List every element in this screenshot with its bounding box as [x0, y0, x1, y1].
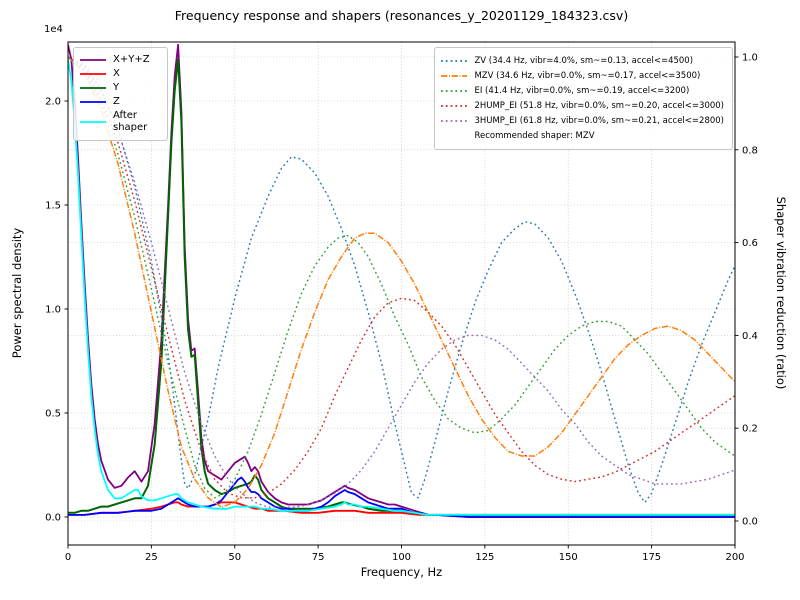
line-sample-y [80, 85, 106, 91]
series-x-y-z [68, 43, 735, 516]
legend-psd: X+Y+Z X Y Z After shaper [73, 47, 168, 141]
legend-item-z: Z [80, 96, 159, 108]
svg-text:1.0: 1.0 [45, 305, 61, 316]
legend-item-label: X+Y+Z [113, 54, 150, 65]
legend-item-label: Z [113, 96, 120, 107]
legend-item-label: 2HUMP_EI (51.8 Hz, vibr=0.0%, sm~=0.20, … [474, 101, 724, 111]
legend-item-after-shaper: After shaper [80, 110, 159, 134]
svg-text:0.2: 0.2 [742, 424, 758, 435]
svg-text:125: 125 [475, 552, 494, 563]
y-axis-multiplier: 1e4 [44, 24, 63, 35]
svg-text:0.0: 0.0 [742, 517, 758, 528]
legend-item-zv: ZV (34.4 Hz, vibr=4.0%, sm~=0.13, accel<… [441, 55, 724, 67]
legend-item-label: X [113, 68, 120, 79]
legend-item-x: X [80, 68, 159, 80]
legend-item-xyz: X+Y+Z [80, 54, 159, 66]
legend-item-2hump-ei: 2HUMP_EI (51.8 Hz, vibr=0.0%, sm~=0.20, … [441, 100, 724, 112]
legend-item-label: After shaper [113, 110, 148, 133]
line-sample-z [80, 99, 106, 105]
legend-item-ei: EI (41.4 Hz, vibr=0.0%, sm~=0.19, accel<… [441, 85, 724, 97]
svg-text:175: 175 [642, 552, 661, 563]
legend-shapers: ZV (34.4 Hz, vibr=4.0%, sm~=0.13, accel<… [434, 47, 733, 150]
line-sample-ei [441, 88, 468, 94]
line-sample-xyz [80, 57, 106, 63]
legend-item-y: Y [80, 82, 159, 94]
series-2hump-ei [68, 56, 735, 499]
recommended-shaper-note: Recommended shaper: MZV [474, 131, 595, 141]
legend-item-label: 3HUMP_EI (61.8 Hz, vibr=0.0%, sm~=0.21, … [474, 116, 724, 126]
series-y [68, 58, 735, 516]
svg-text:2.0: 2.0 [45, 97, 61, 108]
line-sample-3hump-ei [441, 118, 468, 124]
svg-text:0.5: 0.5 [45, 409, 61, 420]
line-sample-x [80, 71, 106, 77]
series-after-shaper [68, 59, 735, 516]
line-sample-mzv [441, 73, 468, 79]
line-sample-after-shaper [80, 119, 106, 125]
legend-item-label: EI (41.4 Hz, vibr=0.0%, sm~=0.19, accel<… [474, 86, 690, 96]
svg-text:100: 100 [392, 552, 411, 563]
series-zv [68, 56, 735, 504]
series-mzv [68, 56, 735, 508]
tick-labels: 0 25 50 75 100 125 150 175 200 0.0 0.5 1.0 1.5 2.0 0.0… [45, 53, 758, 564]
svg-text:0: 0 [65, 552, 71, 563]
svg-text:200: 200 [725, 552, 744, 563]
x-axis-label: Frequency, Hz [360, 565, 443, 579]
svg-text:0.0: 0.0 [45, 513, 61, 524]
y-axis-label-right: Shaper vibration reduction (ratio) [774, 196, 788, 390]
line-sample-zv [441, 58, 468, 64]
svg-text:25: 25 [145, 552, 158, 563]
legend-item-label: MZV (34.6 Hz, vibr=0.0%, sm~=0.17, accel… [474, 71, 701, 81]
svg-text:75: 75 [312, 552, 325, 563]
svg-text:0.6: 0.6 [742, 238, 758, 249]
tick-marks [64, 56, 739, 549]
svg-text:0.8: 0.8 [742, 145, 758, 156]
legend-item-3hump-ei: 3HUMP_EI (61.8 Hz, vibr=0.0%, sm~=0.21, … [441, 115, 724, 127]
chart-title: Frequency response and shapers (resonanc… [174, 8, 629, 23]
svg-text:1.5: 1.5 [45, 201, 61, 212]
legend-item-label: ZV (34.4 Hz, vibr=4.0%, sm~=0.13, accel<… [474, 56, 694, 66]
series-z [68, 476, 735, 518]
svg-text:0.4: 0.4 [742, 331, 758, 342]
legend-item-mzv: MZV (34.6 Hz, vibr=0.0%, sm~=0.17, accel… [441, 70, 724, 82]
svg-text:1.0: 1.0 [742, 53, 758, 64]
legend-item-label: Y [113, 82, 120, 93]
line-sample-2hump-ei [441, 103, 468, 109]
svg-text:50: 50 [228, 552, 241, 563]
series-3hump-ei [68, 56, 735, 508]
y-axis-label-left: Power spectral density [10, 227, 24, 359]
svg-text:150: 150 [559, 552, 578, 563]
